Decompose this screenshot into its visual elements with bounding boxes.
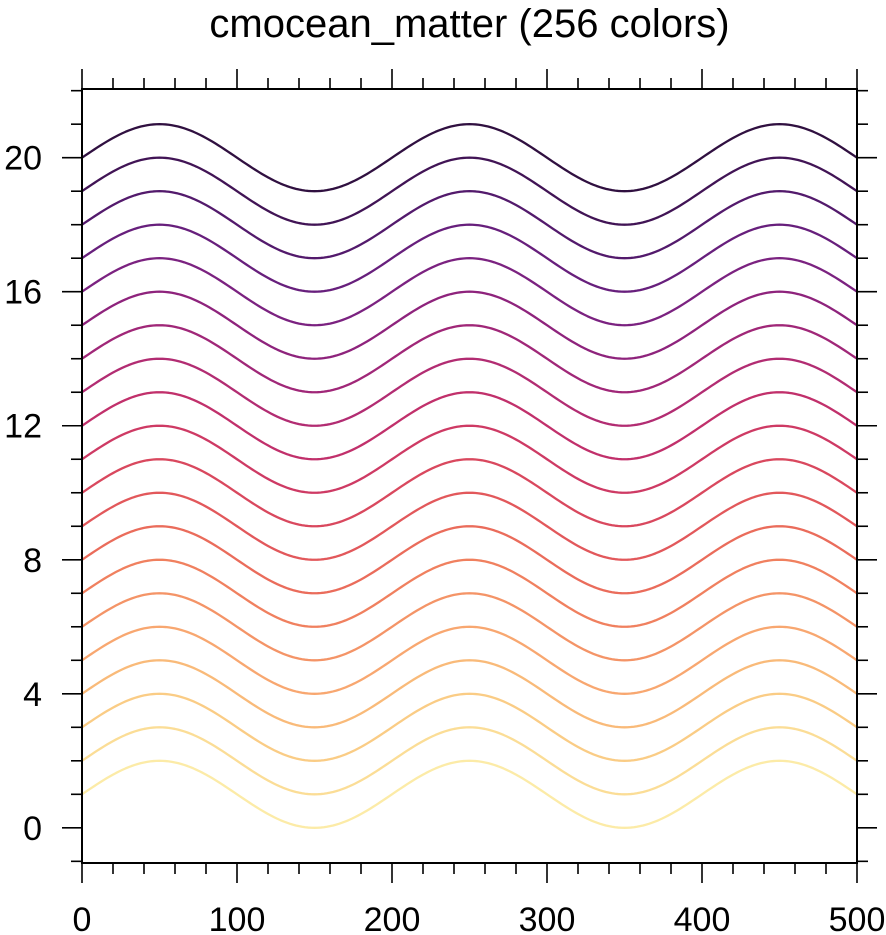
x-tick-label: 100 bbox=[209, 901, 266, 935]
wave-curve-8 bbox=[80, 525, 859, 595]
wave-curve-4 bbox=[80, 659, 859, 729]
wave-curve-14 bbox=[80, 324, 859, 394]
wave-curve-15 bbox=[80, 290, 859, 360]
wave-curve-10 bbox=[80, 458, 859, 528]
y-tick-label: 16 bbox=[4, 274, 42, 312]
y-tick-label: 8 bbox=[23, 542, 42, 580]
wave-curve-18 bbox=[80, 190, 859, 260]
wave-curve-6 bbox=[80, 592, 859, 662]
wave-curve-13 bbox=[80, 357, 859, 427]
wave-curve-11 bbox=[80, 424, 859, 494]
wave-curve-9 bbox=[80, 491, 859, 561]
y-tick-label: 20 bbox=[4, 140, 42, 178]
wave-curve-2 bbox=[80, 726, 859, 796]
wave-curve-5 bbox=[80, 625, 859, 695]
y-tick-label: 0 bbox=[23, 810, 42, 848]
wave-curve-7 bbox=[80, 558, 859, 628]
x-tick-label: 400 bbox=[674, 901, 731, 935]
wave-curve-20 bbox=[80, 123, 859, 193]
wave-curve-19 bbox=[80, 156, 859, 226]
x-tick-label: 200 bbox=[364, 901, 421, 935]
y-tick-label: 4 bbox=[23, 676, 42, 714]
wave-curve-12 bbox=[80, 391, 859, 461]
wave-curve-3 bbox=[80, 692, 859, 762]
wave-curve-1 bbox=[80, 759, 859, 829]
x-tick-label: 300 bbox=[519, 901, 576, 935]
y-tick-label: 12 bbox=[4, 408, 42, 446]
x-tick-label: 0 bbox=[73, 901, 92, 935]
plot-frame bbox=[81, 88, 858, 864]
chart-title: cmocean_matter (256 colors) bbox=[209, 2, 730, 46]
x-tick-label: 500 bbox=[829, 901, 886, 935]
wave-curve-16 bbox=[80, 257, 859, 327]
wave-curve-17 bbox=[80, 223, 859, 293]
